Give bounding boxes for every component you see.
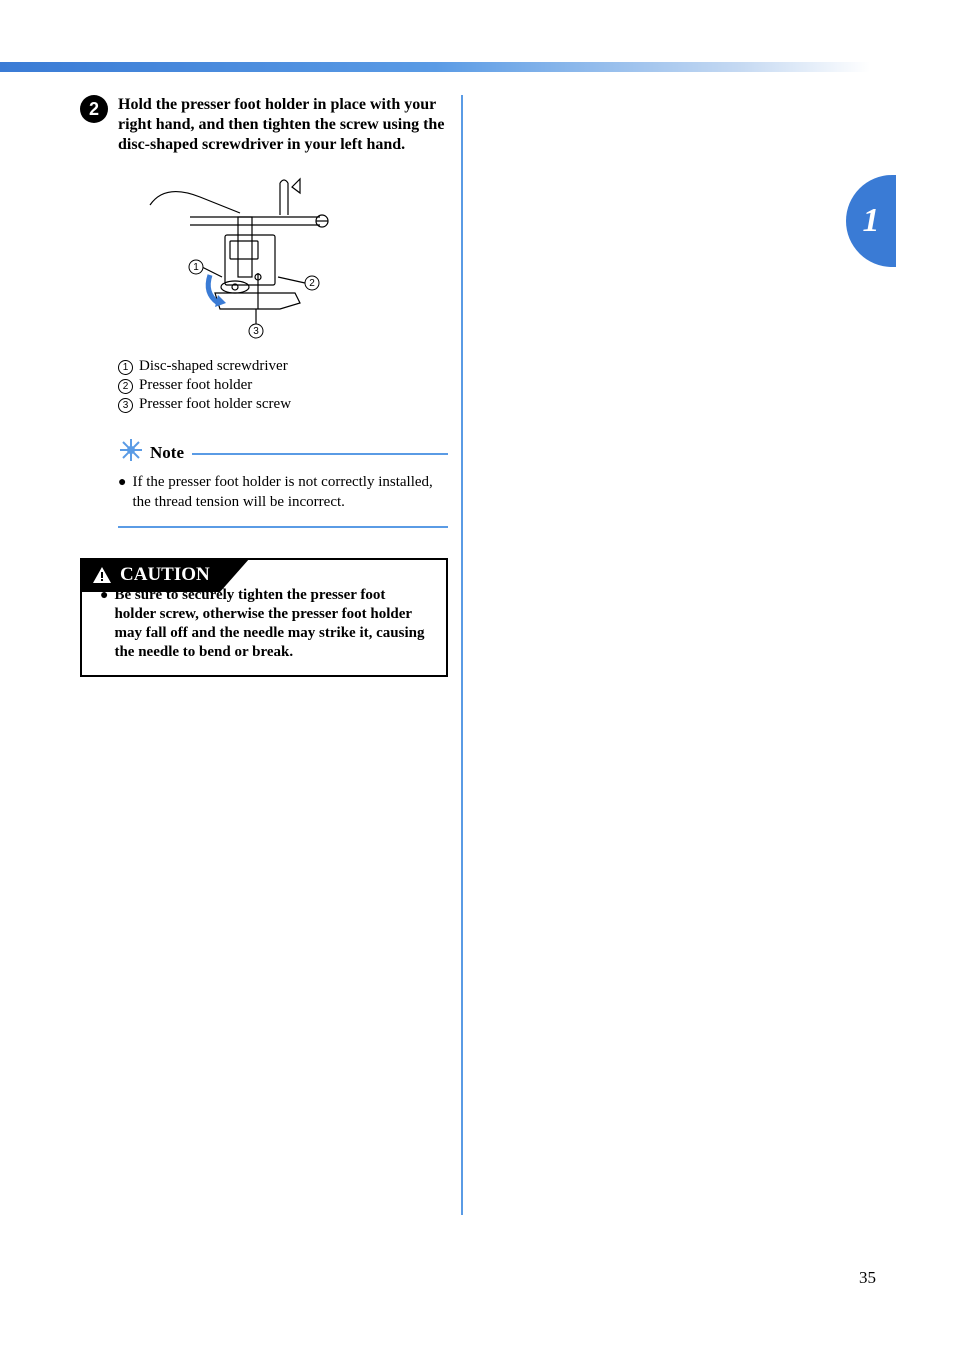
bullet-icon: ● [118, 473, 126, 512]
legend-num: 1 [118, 360, 133, 375]
legend-item: 3 Presser foot holder screw [118, 395, 460, 414]
bullet-icon: ● [100, 586, 108, 661]
legend-num: 2 [118, 379, 133, 394]
caution-block: CAUTION ● Be sure to securely tighten th… [80, 558, 448, 677]
caution-body-row: ● Be sure to securely tighten the presse… [100, 586, 428, 661]
header-accent-bar [0, 62, 870, 72]
step-row: 2 Hold the presser foot holder in place … [80, 95, 460, 155]
diagram-callout-1: 1 [193, 262, 199, 273]
diagram-callout-3: 3 [253, 326, 259, 337]
note-header: Note [118, 437, 192, 468]
sparkle-icon [118, 437, 144, 468]
note-title: Note [150, 443, 184, 463]
legend-item: 1 Disc-shaped screwdriver [118, 357, 460, 376]
diagram-callout-2: 2 [309, 278, 315, 289]
note-body: If the presser foot holder is not correc… [132, 473, 448, 512]
chapter-tab: 1 [846, 175, 896, 267]
chapter-number: 1 [863, 202, 880, 240]
left-column: 2 Hold the presser foot holder in place … [80, 95, 460, 677]
step-number-badge: 2 [80, 95, 108, 123]
legend-label: Presser foot holder [139, 376, 252, 395]
column-divider [461, 95, 463, 1215]
legend-label: Disc-shaped screwdriver [139, 357, 288, 376]
diagram: 1 2 3 [130, 175, 360, 345]
caution-body: Be sure to securely tighten the presser … [114, 586, 428, 661]
step-number: 2 [89, 99, 99, 120]
step-instruction: Hold the presser foot holder in place wi… [118, 95, 460, 155]
diagram-legend: 1 Disc-shaped screwdriver 2 Presser foot… [118, 357, 460, 413]
warning-icon [92, 566, 112, 584]
legend-num: 3 [118, 398, 133, 413]
note-body-row: ● If the presser foot holder is not corr… [118, 473, 448, 512]
page-number: 35 [859, 1268, 876, 1288]
caution-title: CAUTION [120, 564, 210, 586]
legend-label: Presser foot holder screw [139, 395, 291, 414]
legend-item: 2 Presser foot holder [118, 376, 460, 395]
note-block: Note ● If the presser foot holder is not… [118, 453, 448, 528]
